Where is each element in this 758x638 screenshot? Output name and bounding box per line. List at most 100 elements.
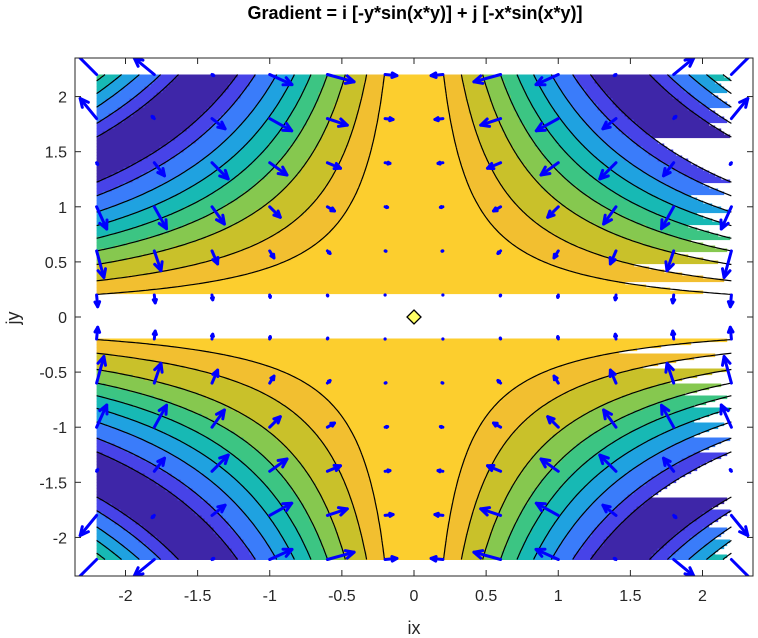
contour-fill-cell: [168, 140, 197, 145]
gradient-arrow: [601, 117, 618, 131]
contour-fill-cell: [279, 230, 332, 235]
contour-fill-cell: [330, 515, 359, 520]
x-axis-label: ix: [408, 618, 421, 638]
gradient-arrow: [210, 73, 216, 78]
contour-fill-cell: [696, 518, 719, 523]
contour-fill-cell: [249, 467, 278, 472]
contour-fill-cell: [306, 545, 323, 550]
contour-fill-cell: [519, 515, 539, 520]
contour-fill-cell: [630, 392, 686, 397]
contour-fill-cell: [96, 188, 113, 193]
gradient-arrow: [726, 325, 735, 341]
contour-fill-cell: [705, 86, 725, 91]
gradient-arrow: [612, 556, 618, 561]
contour-fill-cell: [255, 497, 278, 502]
contour-fill-cell: [453, 500, 476, 505]
contour-fill-cell: [318, 98, 338, 103]
contour-fill-cell: [270, 488, 293, 493]
contour-fill-cell: [606, 278, 725, 283]
contour-fill-cell: [456, 485, 482, 490]
contour-fill-cell: [225, 353, 605, 358]
contour-fill-cell: [540, 182, 572, 187]
contour-fill-cell: [699, 101, 728, 106]
gradient-arrow: [670, 293, 677, 305]
contour-fill-cell: [297, 173, 335, 178]
contour-fill-cell: [384, 74, 446, 79]
contour-fill-cell: [633, 428, 671, 433]
contour-fill-cell: [318, 488, 350, 493]
contour-fill-cell: [516, 74, 536, 79]
contour-fill-cell: [243, 119, 266, 124]
contour-fill-cell: [705, 104, 731, 109]
contour-fill-cell: [120, 542, 146, 547]
contour-fill-cell: [678, 530, 701, 535]
contour-fill-cell: [120, 428, 158, 433]
contour-fill-cell: [612, 257, 704, 262]
contour-fill-cell: [204, 176, 236, 181]
contour-fill-cell: [447, 521, 470, 526]
contour-fill-cell: [624, 215, 665, 220]
contour-fill-cell: [678, 548, 701, 553]
contour-fill-cell: [603, 89, 668, 94]
contour-fill-cell: [603, 425, 641, 430]
contour-fill-cell: [228, 521, 254, 526]
contour-fill-cell: [600, 86, 665, 91]
contour-fill-cell: [96, 266, 182, 271]
contour-fill-cell: [699, 83, 722, 88]
contour-fill-cell: [204, 518, 227, 523]
contour-fill-cell: [369, 482, 458, 487]
contour-fill-cell: [153, 251, 236, 256]
contour-fill-cell: [96, 359, 155, 364]
contour-fill-cell: [264, 392, 323, 397]
contour-fill-cell: [99, 527, 125, 532]
contour-fill-cell: [192, 488, 224, 493]
contour-fill-cell: [225, 161, 254, 166]
gradient-arrow: [325, 205, 336, 213]
contour-fill-cell: [345, 554, 368, 559]
contour-fill-cell: [486, 542, 509, 547]
contour-fill-cell: [300, 461, 338, 466]
contour-fill-cell: [261, 125, 284, 130]
contour-fill-cell: [582, 167, 611, 172]
contour-fill-cell: [96, 197, 134, 202]
contour-fill-cell: [570, 527, 596, 532]
contour-fill-cell: [297, 527, 317, 532]
contour-fill-cell: [597, 134, 629, 139]
contour-fill-cell: [468, 521, 497, 526]
contour-fill-cell: [132, 212, 173, 217]
contour-fill-cell: [291, 257, 539, 262]
contour-fill-cell: [534, 77, 554, 82]
contour-fill-cell: [636, 203, 674, 208]
contour-fill-cell: [261, 425, 311, 430]
contour-fill-cell: [222, 140, 251, 145]
contour-fill-cell: [510, 197, 557, 202]
contour-fill-cell: [504, 188, 545, 193]
contour-fill-cell: [558, 143, 584, 148]
contour-fill-cell: [96, 194, 140, 199]
contour-fill-cell: [519, 473, 548, 478]
contour-fill-cell: [273, 434, 320, 439]
contour-fill-cell: [114, 77, 137, 82]
critical-point-marker: [406, 309, 422, 325]
contour-fill-cell: [261, 452, 293, 457]
contour-fill-cell: [171, 551, 233, 556]
contour-fill-cell: [663, 431, 701, 436]
gradient-arrow: [152, 403, 168, 429]
contour-fill-cell: [360, 104, 380, 109]
contour-fill-cell: [285, 542, 305, 547]
contour-fill-cell: [96, 380, 158, 385]
contour-fill-cell: [111, 95, 137, 100]
contour-fill-cell: [336, 164, 368, 169]
gradient-arrow: [672, 558, 696, 576]
contour-fill-cell: [531, 254, 605, 259]
contour-fill-cell: [357, 116, 380, 121]
contour-fill-cell: [702, 545, 725, 550]
contour-fill-cell: [204, 395, 272, 400]
contour-fill-cell: [219, 278, 608, 283]
contour-fill-cell: [243, 218, 296, 223]
contour-fill-cell: [282, 188, 326, 193]
contour-fill-cell: [366, 554, 386, 559]
contour-fill-cell: [516, 428, 563, 433]
contour-fill-cell: [291, 77, 311, 82]
contour-fill-cell: [141, 254, 227, 259]
